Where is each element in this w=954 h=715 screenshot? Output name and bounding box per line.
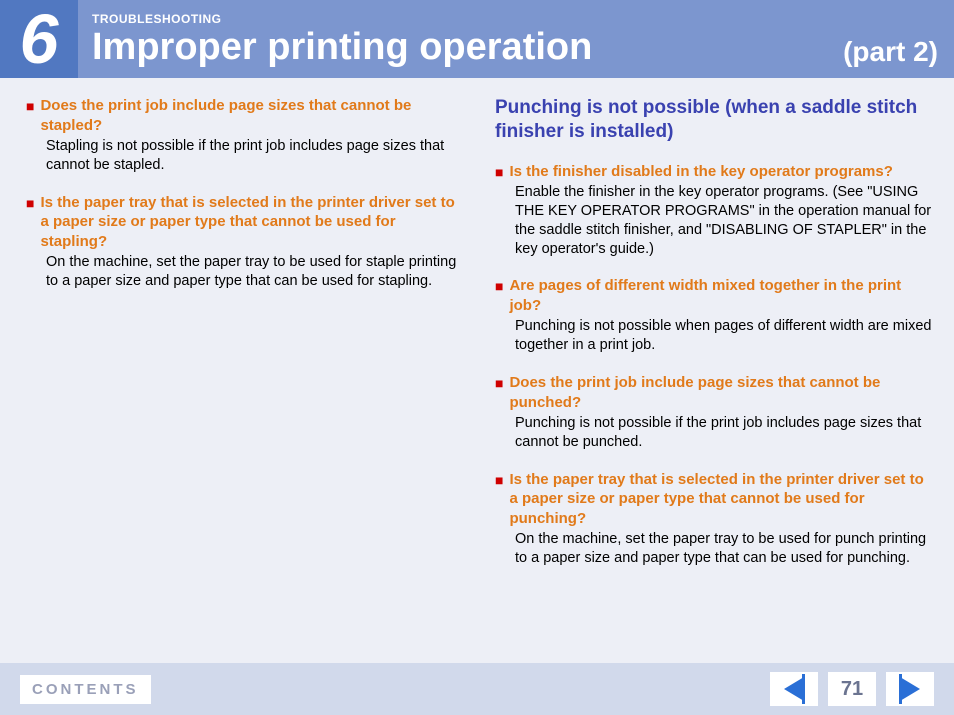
square-bullet-icon: ■ xyxy=(495,163,503,181)
subsection-heading: Punching is not possible (when a saddle … xyxy=(495,96,934,144)
question-text: Is the paper tray that is selected in th… xyxy=(509,470,934,529)
chapter-badge: 6 xyxy=(0,0,78,78)
content-area: ■ Does the print job include page sizes … xyxy=(0,78,954,596)
question-text: Is the finisher disabled in the key oper… xyxy=(509,162,892,182)
square-bullet-icon: ■ xyxy=(26,97,34,115)
question-line: ■ Is the finisher disabled in the key op… xyxy=(495,162,934,182)
part-label: (part 2) xyxy=(843,36,938,68)
page-number-box: 71 xyxy=(828,672,876,706)
page-header: 6 TROUBLESHOOTING Improper printing oper… xyxy=(0,0,954,78)
square-bullet-icon: ■ xyxy=(495,471,503,489)
qa-item: ■ Is the finisher disabled in the key op… xyxy=(495,162,934,259)
page-footer: CONTENTS 71 xyxy=(0,663,954,715)
header-text-group: TROUBLESHOOTING Improper printing operat… xyxy=(92,12,592,66)
square-bullet-icon: ■ xyxy=(495,277,503,295)
page-container: 6 TROUBLESHOOTING Improper printing oper… xyxy=(0,0,954,715)
square-bullet-icon: ■ xyxy=(495,374,503,392)
answer-text: Punching is not possible if the print jo… xyxy=(515,414,934,452)
answer-text: Stapling is not possible if the print jo… xyxy=(46,137,465,175)
arrow-left-icon xyxy=(784,677,804,701)
answer-text: On the machine, set the paper tray to be… xyxy=(515,530,934,568)
question-line: ■ Is the paper tray that is selected in … xyxy=(495,470,934,529)
question-line: ■ Does the print job include page sizes … xyxy=(26,96,465,135)
qa-item: ■ Is the paper tray that is selected in … xyxy=(26,193,465,291)
arrow-right-icon xyxy=(900,677,920,701)
qa-item: ■ Does the print job include page sizes … xyxy=(495,373,934,452)
question-line: ■ Are pages of different width mixed tog… xyxy=(495,276,934,315)
section-label: TROUBLESHOOTING xyxy=(92,12,592,26)
question-line: ■ Does the print job include page sizes … xyxy=(495,373,934,412)
answer-text: Enable the finisher in the key operator … xyxy=(515,183,934,258)
right-column: Punching is not possible (when a saddle … xyxy=(495,96,934,586)
answer-text: Punching is not possible when pages of d… xyxy=(515,317,934,355)
question-text: Does the print job include page sizes th… xyxy=(40,96,465,135)
chapter-number: 6 xyxy=(20,4,59,74)
square-bullet-icon: ■ xyxy=(26,194,34,212)
page-title: Improper printing operation xyxy=(92,28,592,66)
prev-page-button[interactable] xyxy=(770,672,818,706)
answer-text: On the machine, set the paper tray to be… xyxy=(46,253,465,291)
question-text: Are pages of different width mixed toget… xyxy=(509,276,934,315)
left-column: ■ Does the print job include page sizes … xyxy=(26,96,465,586)
page-number: 71 xyxy=(841,678,863,701)
header-bar: TROUBLESHOOTING Improper printing operat… xyxy=(78,0,954,78)
contents-button[interactable]: CONTENTS xyxy=(20,675,151,704)
question-line: ■ Is the paper tray that is selected in … xyxy=(26,193,465,252)
next-page-button[interactable] xyxy=(886,672,934,706)
question-text: Does the print job include page sizes th… xyxy=(509,373,934,412)
qa-item: ■ Does the print job include page sizes … xyxy=(26,96,465,175)
qa-item: ■ Are pages of different width mixed tog… xyxy=(495,276,934,355)
question-text: Is the paper tray that is selected in th… xyxy=(40,193,465,252)
qa-item: ■ Is the paper tray that is selected in … xyxy=(495,470,934,568)
